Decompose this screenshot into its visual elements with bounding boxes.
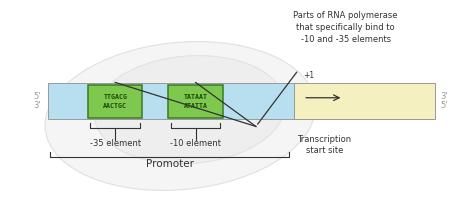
Text: 3': 3' bbox=[440, 92, 448, 101]
Bar bbox=[168, 85, 223, 118]
Text: TTGACG: TTGACG bbox=[103, 94, 128, 100]
Text: AACTGC: AACTGC bbox=[103, 103, 128, 109]
Text: -35 element: -35 element bbox=[90, 139, 141, 148]
Text: TATAAT: TATAAT bbox=[183, 94, 208, 100]
Text: -10 element: -10 element bbox=[170, 139, 221, 148]
Ellipse shape bbox=[94, 55, 285, 164]
Text: Parts of RNA polymerase
that specifically bind to
-10 and -35 elements: Parts of RNA polymerase that specificall… bbox=[293, 11, 398, 44]
Text: 3': 3' bbox=[33, 101, 41, 110]
Text: ATATTA: ATATTA bbox=[183, 103, 208, 109]
Ellipse shape bbox=[45, 42, 316, 191]
Bar bbox=[88, 85, 143, 118]
Bar bbox=[294, 84, 436, 119]
Text: Promoter: Promoter bbox=[146, 159, 194, 169]
Text: 5': 5' bbox=[33, 92, 41, 101]
Text: +1: +1 bbox=[303, 71, 314, 80]
Bar bbox=[48, 84, 294, 119]
Text: 5': 5' bbox=[440, 101, 448, 110]
Text: Transcription
start site: Transcription start site bbox=[297, 135, 352, 155]
